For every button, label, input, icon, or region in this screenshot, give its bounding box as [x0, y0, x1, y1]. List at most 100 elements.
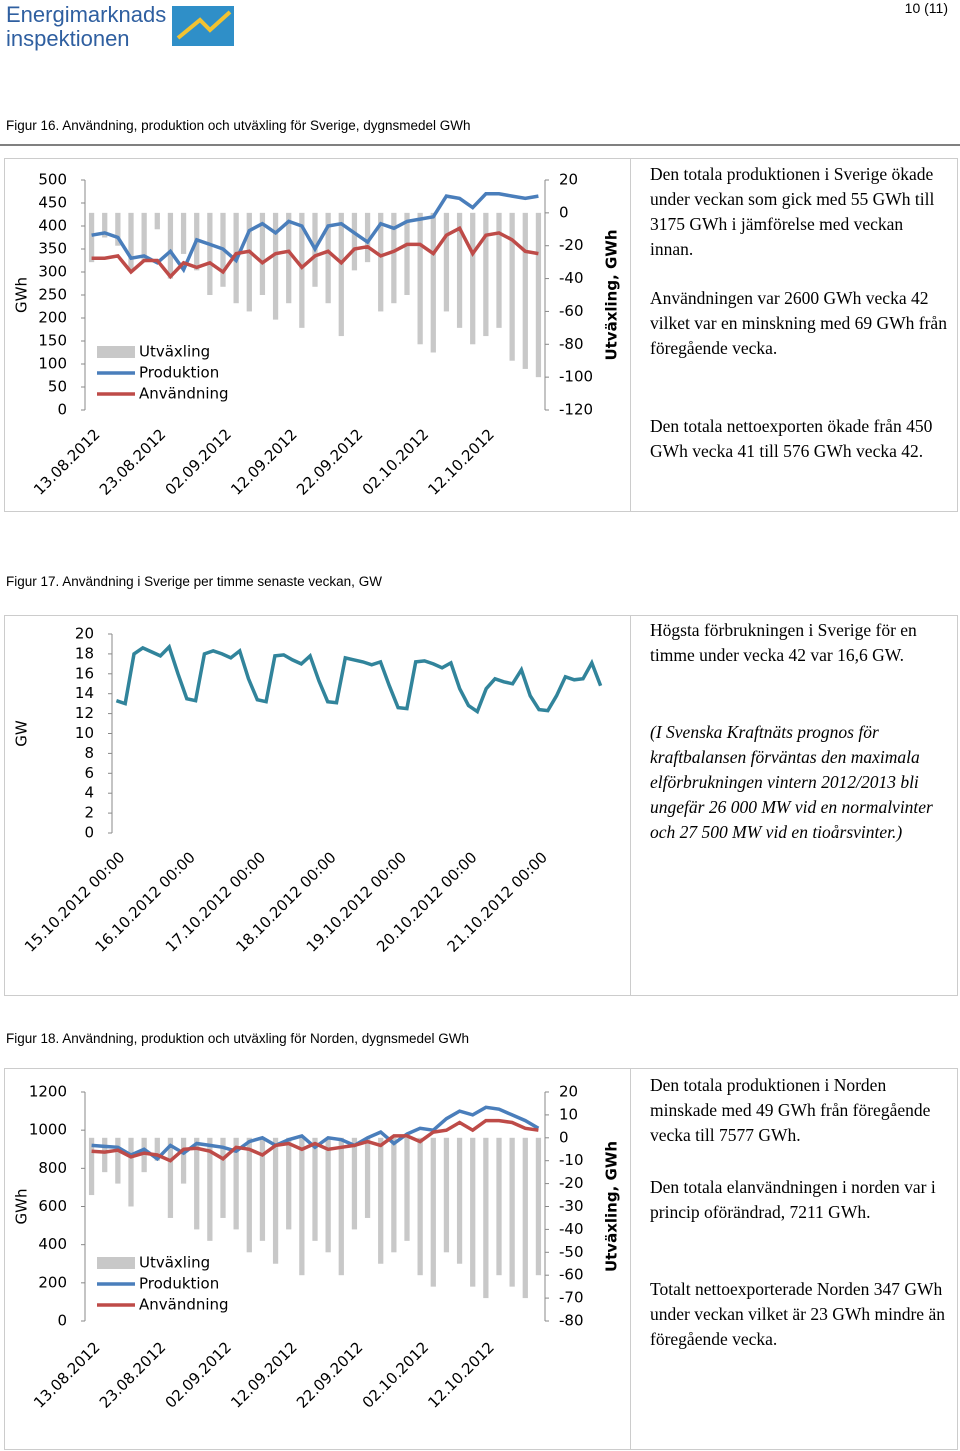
paragraph: Den totala elanvändningen i norden var i…	[650, 1177, 936, 1222]
bar	[115, 1137, 121, 1184]
y-tick-label: 150	[38, 332, 67, 350]
bar	[141, 1137, 147, 1173]
legend-label: Utväxling	[139, 343, 210, 361]
bar	[456, 212, 463, 328]
y-tick-label: 800	[38, 1159, 67, 1177]
y-tick-label: 8	[84, 744, 94, 762]
bar	[378, 1137, 384, 1264]
bar	[88, 212, 95, 263]
bar	[470, 1137, 476, 1287]
page-number: 10 (11)	[904, 0, 948, 16]
y2-tick-label: -120	[559, 401, 593, 419]
y-tick-label: 4	[84, 784, 94, 802]
bar	[325, 212, 331, 304]
y2-axis-title: Utväxling, GWh	[603, 1141, 621, 1272]
x-tick-label: 02.10.2012	[359, 1338, 432, 1411]
y2-tick-label: -100	[559, 368, 593, 386]
x-tick-label: 22.09.2012	[293, 425, 366, 498]
bar	[456, 1137, 463, 1264]
y-tick-label: 14	[75, 684, 94, 702]
bar	[483, 212, 489, 337]
bar	[115, 212, 121, 246]
y-tick-label: 12	[75, 704, 94, 722]
bar	[102, 1137, 108, 1173]
bar	[404, 1137, 410, 1241]
line	[91, 1105, 540, 1162]
y-tick-label: 300	[38, 263, 67, 281]
x-tick-label: 02.09.2012	[162, 1338, 235, 1411]
bar	[167, 1137, 174, 1218]
bar	[404, 212, 410, 295]
y-tick-label: 600	[38, 1197, 67, 1215]
y2-tick-label: 20	[559, 1083, 578, 1101]
y2-tick-label: -40	[559, 269, 584, 287]
bar	[246, 212, 252, 312]
bar	[496, 212, 502, 328]
y-tick-label: 6	[84, 764, 94, 782]
y2-tick-label: -20	[559, 1174, 584, 1192]
bar	[430, 212, 436, 353]
x-tick-label: 23.08.2012	[96, 425, 169, 498]
y2-tick-label: -30	[559, 1197, 584, 1215]
bar	[207, 1137, 213, 1241]
frame	[4, 1068, 958, 1450]
y-tick-label: 250	[38, 286, 67, 304]
line	[91, 192, 539, 274]
bar	[325, 1137, 331, 1253]
bar	[299, 212, 305, 328]
bar	[259, 212, 266, 295]
bar	[154, 1137, 160, 1161]
bar	[417, 212, 423, 345]
bar	[470, 212, 476, 345]
bar	[233, 1137, 239, 1230]
bar	[102, 212, 108, 238]
y-tick-label: 18	[75, 644, 94, 662]
y-tick-label: 1200	[29, 1083, 67, 1101]
bar	[272, 1137, 279, 1264]
logo-text: inspektionen	[6, 26, 130, 51]
paragraph: (I Svenska Kraftnäts prognos för kraftba…	[650, 722, 933, 842]
bar	[364, 212, 371, 263]
y-axis-title: GWh	[13, 1189, 31, 1225]
y-tick-label: 16	[75, 664, 94, 682]
bar	[259, 1137, 266, 1241]
bar	[443, 212, 450, 312]
y2-tick-label: 0	[559, 1128, 569, 1146]
y-tick-label: 0	[57, 1312, 67, 1330]
y-tick-label: 400	[38, 217, 67, 235]
x-tick-label: 13.08.2012	[30, 1338, 103, 1411]
bar	[364, 1137, 371, 1218]
y-tick-label: 400	[38, 1235, 67, 1253]
legend-swatch	[97, 1257, 135, 1269]
bar	[220, 1137, 226, 1218]
bar	[522, 212, 528, 369]
bar	[522, 1137, 528, 1299]
legend-label: Utväxling	[139, 1254, 210, 1272]
bar	[194, 1137, 200, 1230]
line	[91, 1118, 539, 1163]
bar	[286, 212, 292, 304]
bar	[535, 212, 542, 378]
caption: Figur 17. Användning i Sverige per timme…	[6, 574, 382, 589]
bar	[154, 212, 160, 230]
paragraph: Den totala produktionen i Sverige ökade …	[650, 164, 935, 259]
bar	[128, 212, 134, 271]
bar	[391, 212, 397, 304]
paragraph: Den totala produktionen i Norden minskad…	[650, 1075, 931, 1145]
legend-swatch	[97, 346, 135, 358]
bar	[483, 1137, 489, 1299]
x-tick-label: 12.09.2012	[227, 1338, 300, 1411]
bar	[141, 212, 147, 263]
bar	[351, 1137, 358, 1230]
y-tick-label: 500	[38, 171, 67, 189]
y2-tick-label: -50	[559, 1243, 584, 1261]
y-tick-label: 50	[48, 378, 67, 396]
bar	[430, 1137, 436, 1287]
frame	[4, 615, 958, 996]
bar	[207, 212, 213, 295]
bar	[167, 212, 174, 279]
paragraph: Användningen var 2600 GWh vecka 42 vilke…	[650, 288, 947, 358]
paragraph: Totalt nettoexporterade Norden 347 GWh u…	[650, 1279, 945, 1349]
bar	[509, 212, 515, 361]
